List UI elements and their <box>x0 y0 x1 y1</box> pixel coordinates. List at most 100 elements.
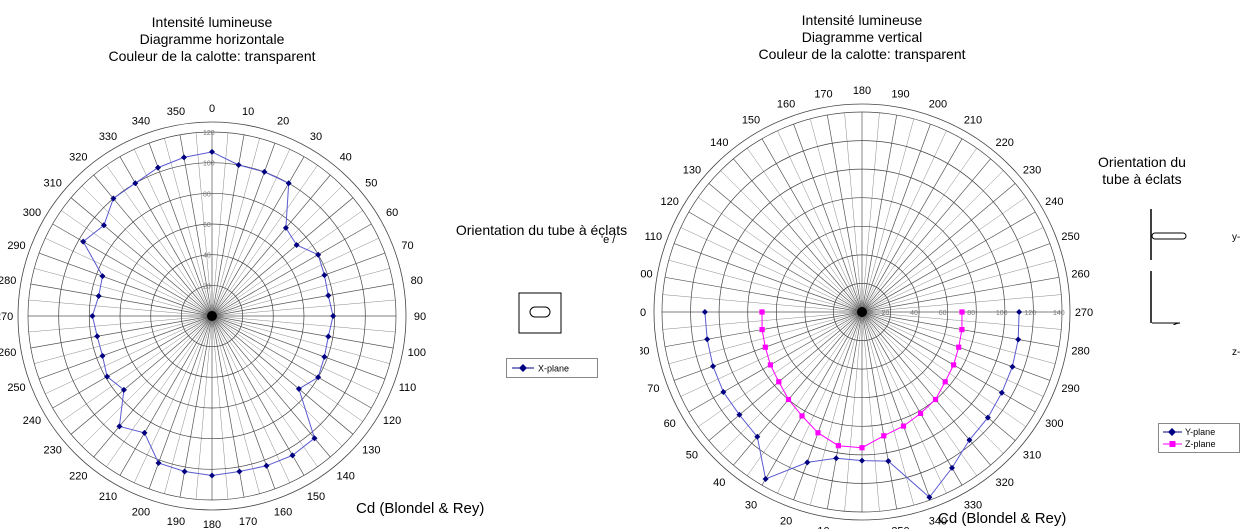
data-point <box>900 423 907 429</box>
data-point <box>1015 336 1022 343</box>
series-z-plane <box>759 309 965 451</box>
data-point <box>1009 363 1016 370</box>
radial-tick-label: 100 <box>996 310 1008 317</box>
data-point <box>932 396 939 403</box>
angle-tick-label: 340 <box>132 116 150 128</box>
angle-tick-label: 110 <box>399 382 417 394</box>
data-point <box>759 327 765 333</box>
data-point <box>859 457 865 464</box>
ring <box>833 283 891 341</box>
data-point <box>762 344 768 350</box>
spoke <box>861 311 1016 441</box>
data-point <box>966 437 973 443</box>
chart1-title-line3: Couleur de la calotte: transparent <box>108 48 316 64</box>
spoke <box>861 227 1044 313</box>
spoke <box>668 260 863 313</box>
data-point <box>110 195 117 202</box>
spoke <box>673 311 863 381</box>
angle-tick-label: 150 <box>742 115 760 127</box>
spoke <box>844 311 863 512</box>
ring <box>661 111 1063 513</box>
angle-tick-label: 260 <box>1071 269 1089 281</box>
legend-z-plane-label: Z-plane <box>1185 439 1216 449</box>
angle-tick-label: 120 <box>383 415 401 427</box>
ring <box>804 254 920 370</box>
spoke <box>826 114 863 313</box>
spoke <box>664 276 863 313</box>
angle-tick-label: 90 <box>414 311 426 323</box>
data-point <box>285 180 292 187</box>
angle-tick-label: 90 <box>640 307 646 319</box>
angle-tick-label: 40 <box>713 477 725 489</box>
angle-tick-label: 80 <box>640 346 650 358</box>
angle-tick-label: 80 <box>411 275 423 287</box>
angle-tick-label: 180 <box>203 519 221 529</box>
angle-tick-label: 330 <box>99 131 117 143</box>
angle-tick-label: 0 <box>209 103 215 115</box>
angle-tick-label: 30 <box>310 131 322 143</box>
spoke <box>777 130 863 313</box>
series-x-plane <box>80 148 337 479</box>
data-point <box>155 164 161 171</box>
tube-z-label: z- <box>1232 347 1241 358</box>
radial-tick-label: 140 <box>1053 310 1065 317</box>
data-point <box>885 458 892 465</box>
spoke <box>861 311 1036 413</box>
angle-tick-label: 250 <box>1061 231 1079 243</box>
data-point <box>325 292 332 299</box>
spoke <box>688 311 863 413</box>
data-point <box>720 389 727 395</box>
spoke <box>861 118 914 313</box>
data-point <box>325 333 332 340</box>
chart1-title: Intensité lumineuse Diagramme horizontal… <box>62 14 362 65</box>
spoke <box>861 311 977 476</box>
angle-tick-label: 220 <box>996 137 1014 149</box>
spoke <box>733 311 863 466</box>
data-point <box>833 455 840 462</box>
ring <box>747 197 977 427</box>
ring <box>58 162 366 470</box>
data-point <box>998 389 1005 396</box>
angle-tick-label: 20 <box>780 516 792 528</box>
spoke <box>861 138 963 313</box>
angle-tick-label: 50 <box>686 450 698 462</box>
spoke <box>810 311 863 506</box>
radial-tick-label: 20 <box>882 310 890 317</box>
data-point <box>263 462 270 469</box>
angle-tick-label: 290 <box>7 240 25 252</box>
spoke <box>861 311 963 486</box>
data-point <box>767 362 773 368</box>
spoke <box>844 112 863 313</box>
data-point <box>710 363 716 370</box>
angle-tick-label: 20 <box>277 116 289 128</box>
stray-text: 'e / <box>601 234 616 246</box>
data-point <box>951 362 957 368</box>
data-point <box>785 396 792 403</box>
spoke <box>680 227 863 313</box>
data-point <box>701 309 708 315</box>
angle-tick-label: 260 <box>0 347 16 359</box>
radial-tick-label: 100 <box>203 161 215 168</box>
angle-tick-label: 230 <box>44 445 62 457</box>
radial-tick-label: 120 <box>203 130 215 137</box>
data-point <box>321 353 328 360</box>
data-point <box>926 494 933 501</box>
data-point <box>736 411 743 418</box>
spoke <box>720 170 863 313</box>
angle-tick-label: 300 <box>23 207 41 219</box>
chart2-title-line2: Diagramme vertical <box>801 29 923 45</box>
spoke <box>668 311 863 364</box>
data-point <box>236 468 243 475</box>
data-point <box>1016 309 1023 315</box>
angle-tick-label: 180 <box>853 85 871 97</box>
tube-y-label: y- <box>1232 232 1241 243</box>
spoke <box>861 311 1056 364</box>
legend-y-plane-label: Y-plane <box>1185 427 1215 437</box>
angle-tick-label: 130 <box>683 164 701 176</box>
angle-tick-label: 200 <box>132 507 150 519</box>
chart2-title-line3: Couleur de la calotte: transparent <box>758 46 966 62</box>
data-point <box>141 429 148 436</box>
data-point <box>116 423 123 430</box>
legend-x-plane-label: X-plane <box>538 364 569 374</box>
spoke <box>861 112 880 313</box>
